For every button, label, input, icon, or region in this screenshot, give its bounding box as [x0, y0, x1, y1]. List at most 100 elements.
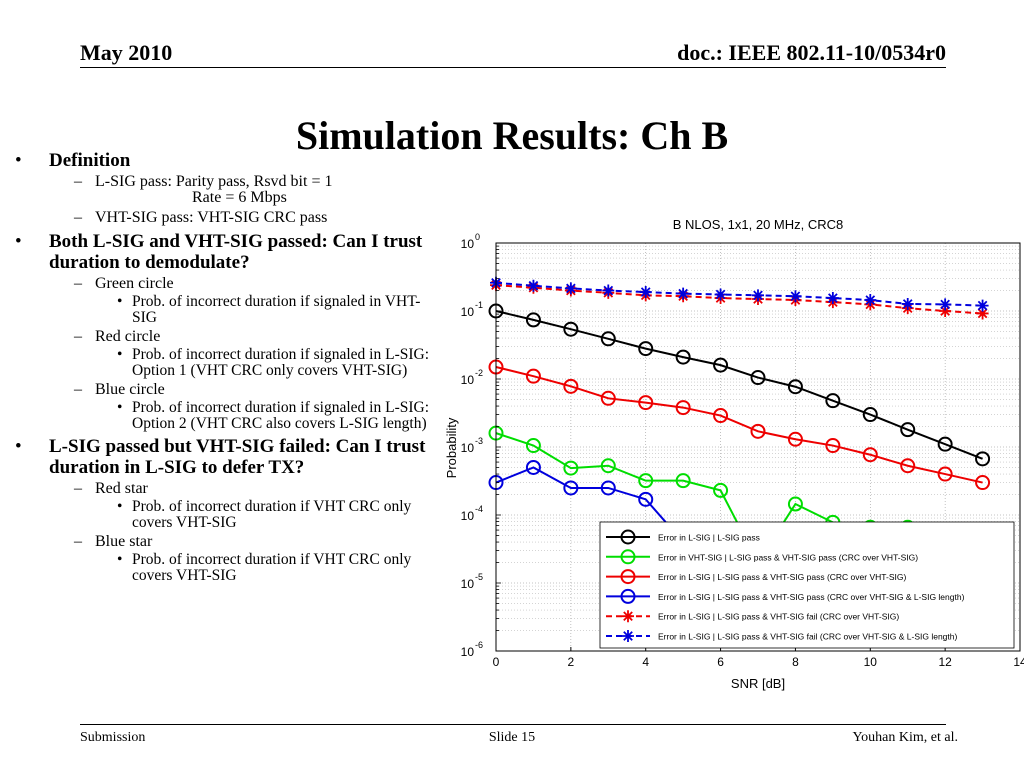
- data-point-star: [976, 307, 989, 320]
- data-point-circle: [620, 529, 636, 545]
- data-point-circle: [787, 496, 803, 512]
- sub-bullet-red-star: – Red star: [12, 480, 437, 498]
- data-point-circle: [975, 451, 991, 467]
- data-point-circle: [563, 321, 579, 337]
- data-point-circle: [825, 393, 841, 409]
- data-point-circle: [563, 378, 579, 394]
- data-point-circle: [862, 407, 878, 423]
- data-point-circle: [600, 331, 616, 347]
- series-line-6: [495, 281, 983, 307]
- bullet-dot-icon: •: [117, 551, 123, 568]
- y-axis-label: Probability: [444, 417, 459, 478]
- series-line-3: [495, 366, 983, 484]
- y-tick-exponent: -6: [475, 640, 483, 650]
- x-tick-label: 8: [792, 655, 799, 669]
- sub-bullet-text: Green circle: [95, 275, 174, 292]
- data-point-circle: [825, 438, 841, 454]
- y-tick-label: 10: [461, 441, 475, 455]
- dash-icon: –: [74, 381, 82, 398]
- data-point-circle: [600, 458, 616, 474]
- sub-bullet-continuation: Rate = 6 Mbps: [12, 189, 437, 207]
- bullet-text: Both L-SIG and VHT-SIG passed: Can I tru…: [49, 231, 423, 273]
- data-point-circle: [525, 438, 541, 454]
- legend-entry-label: Error in L-SIG | L-SIG pass & VHT-SIG fa…: [658, 612, 899, 622]
- dash-icon: –: [74, 328, 82, 345]
- data-point-star: [677, 287, 690, 300]
- data-point-circle: [713, 482, 729, 498]
- data-point-star: [639, 286, 652, 299]
- chart-series: [488, 276, 991, 571]
- sub-sub-bullet: • Prob. of incorrect duration if VHT CRC…: [12, 552, 437, 584]
- sub-sub-bullet-text: Prob. of incorrect duration if signaled …: [132, 346, 430, 379]
- x-tick-label: 12: [938, 655, 952, 669]
- sub-bullet-lsig-pass: – L-SIG pass: Parity pass, Rsvd bit = 1: [12, 173, 437, 191]
- sub-bullet-text: Rate = 6 Mbps: [192, 189, 287, 206]
- data-point-star: [527, 279, 540, 292]
- x-tick-label: 0: [493, 655, 500, 669]
- legend-entry-label: Error in L-SIG | L-SIG pass: [658, 533, 760, 543]
- sub-sub-bullet-text: Prob. of incorrect duration if VHT CRC o…: [132, 498, 412, 531]
- header-doc-number: doc.: IEEE 802.11-10/0534r0: [677, 40, 946, 65]
- data-point-circle: [900, 422, 916, 438]
- chart-legend: Error in L-SIG | L-SIG pass Error in VHT-…: [599, 521, 1015, 649]
- data-point-circle: [525, 459, 541, 475]
- slide-title: Simulation Results: Ch B: [295, 113, 729, 158]
- bullet-dot-icon: •: [117, 399, 123, 416]
- data-point-circle: [600, 480, 616, 496]
- data-point-circle: [600, 390, 616, 406]
- y-tick-label: 10: [461, 373, 475, 387]
- data-point-circle: [713, 408, 729, 424]
- data-point-star: [714, 288, 727, 301]
- sub-bullet-text: L-SIG pass: Parity pass, Rsvd bit = 1: [95, 173, 333, 190]
- series-line-5: [495, 284, 983, 315]
- y-tick-exponent: 0: [475, 232, 480, 242]
- data-point-circle: [750, 423, 766, 439]
- data-point-circle: [937, 436, 953, 452]
- data-point-circle: [675, 473, 691, 489]
- y-tick-label: 10: [461, 577, 475, 591]
- sub-bullet-text: Red star: [95, 480, 148, 497]
- bullet-dot-icon: •: [15, 231, 22, 252]
- y-tick-exponent: -1: [475, 300, 483, 310]
- data-point-circle: [525, 368, 541, 384]
- bullet-list: • Definition – L-SIG pass: Parity pass, …: [12, 148, 437, 584]
- bullet-text: L-SIG passed but VHT-SIG failed: Can I t…: [49, 436, 426, 478]
- sub-bullet-blue-circle: – Blue circle: [12, 381, 437, 399]
- data-point-star: [826, 292, 839, 305]
- x-tick-label: 10: [864, 655, 878, 669]
- legend-box: [599, 521, 1015, 649]
- y-tick-label: 10: [461, 645, 475, 659]
- sub-sub-bullet: • Prob. of incorrect duration if signale…: [12, 294, 437, 326]
- data-point-circle: [620, 569, 636, 585]
- data-point-circle: [975, 475, 991, 491]
- sub-sub-bullet: • Prob. of incorrect duration if VHT CRC…: [12, 499, 437, 531]
- data-point-circle: [937, 466, 953, 482]
- x-tick-label: 2: [568, 655, 575, 669]
- footer-submission: Submission: [80, 730, 146, 745]
- bullet-definition: • Definition: [12, 150, 437, 171]
- bullet-both-passed: • Both L-SIG and VHT-SIG passed: Can I t…: [12, 231, 437, 273]
- data-point-star: [564, 282, 577, 295]
- sub-bullet-text: Blue star: [95, 533, 153, 550]
- y-tick-label: 10: [461, 509, 475, 523]
- data-point-circle: [900, 458, 916, 474]
- dash-icon: –: [74, 209, 82, 226]
- data-point-circle: [563, 460, 579, 476]
- data-point-star: [622, 610, 634, 623]
- y-tick-exponent: -3: [475, 436, 483, 446]
- data-point-circle: [563, 480, 579, 496]
- sub-sub-bullet-text: Prob. of incorrect duration if signaled …: [132, 399, 430, 432]
- y-tick-exponent: -2: [475, 368, 483, 378]
- data-point-circle: [713, 357, 729, 373]
- bullet-lsig-passed-vhtsig-failed: • L-SIG passed but VHT-SIG failed: Can I…: [12, 436, 437, 478]
- data-point-star: [622, 630, 634, 642]
- bullet-dot-icon: •: [15, 150, 22, 171]
- x-axis-label: SNR [dB]: [731, 676, 785, 691]
- header-rule: [80, 67, 946, 68]
- data-point-circle: [675, 349, 691, 365]
- bullet-dot-icon: •: [117, 498, 123, 515]
- data-point-star: [939, 298, 952, 311]
- legend-entry-label: Error in L-SIG | L-SIG pass & VHT-SIG fa…: [658, 632, 957, 642]
